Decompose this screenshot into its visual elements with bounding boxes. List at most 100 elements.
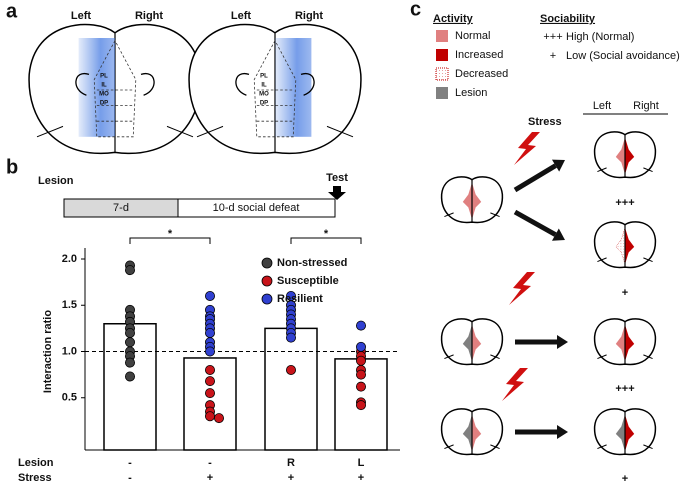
bar [264, 327, 318, 451]
ventricle [235, 72, 315, 96]
region-label: DP [100, 101, 108, 107]
legend-symbol: +++ [543, 31, 562, 43]
phase-box [177, 198, 336, 218]
arrow [513, 163, 557, 193]
lesion-area [275, 38, 312, 137]
legend-swatch [436, 87, 448, 99]
region-label: PL [260, 74, 268, 80]
sig-label: * [168, 228, 173, 240]
point [125, 265, 136, 276]
stress-label: Stress [528, 116, 562, 128]
region [472, 182, 482, 220]
region-label: MO [259, 92, 269, 98]
point [204, 411, 215, 422]
hemisphere-label: Right [295, 10, 323, 22]
point [213, 413, 224, 424]
region-label: PL [100, 74, 108, 80]
hemisphere-label: Right [135, 10, 163, 22]
region [615, 414, 625, 452]
point [285, 332, 296, 343]
region-label: IL [261, 83, 267, 89]
region [625, 227, 635, 265]
point [204, 376, 215, 387]
ventricle [444, 444, 500, 450]
ventricle [597, 167, 653, 173]
region [462, 182, 472, 220]
sig-bracket [129, 237, 211, 244]
point [125, 327, 136, 338]
brain [593, 318, 657, 366]
panel-label: c [410, 0, 421, 20]
point [355, 355, 366, 366]
point [204, 388, 215, 399]
region [615, 137, 625, 175]
point [125, 337, 136, 348]
ventricle [444, 354, 500, 360]
phase-label: 7-d [113, 202, 129, 214]
point [125, 371, 136, 382]
point [285, 364, 296, 375]
region [625, 324, 635, 362]
legend-title: Sociability [540, 13, 596, 25]
sig-label: * [324, 228, 329, 240]
region-label: MO [99, 92, 109, 98]
row-label: Lesion [18, 457, 54, 469]
brain [593, 408, 657, 456]
region [462, 414, 472, 452]
point [355, 381, 366, 392]
arrowhead [551, 159, 565, 172]
brain [440, 176, 504, 224]
outcome: + [622, 473, 628, 485]
arrowhead [551, 228, 565, 241]
ventricle [444, 212, 500, 218]
legend-swatch [436, 49, 448, 61]
legend-swatch [435, 67, 449, 81]
panel-label: a [6, 0, 18, 22]
row-value: + [288, 472, 294, 484]
region [625, 414, 635, 452]
ventricle [597, 354, 653, 360]
point [125, 357, 136, 368]
brain [593, 131, 657, 179]
region [615, 324, 625, 362]
region-label: IL [101, 83, 107, 89]
legend-swatch [261, 293, 273, 305]
point [204, 327, 215, 338]
region [462, 324, 472, 362]
ventricle [36, 125, 194, 138]
ventricle [75, 72, 155, 96]
test-arrow [328, 186, 346, 200]
y-axis-label: Interaction ratio [42, 310, 54, 393]
lightning [502, 368, 528, 401]
y-tick-label: 0.5 [62, 392, 77, 404]
lightning [509, 272, 535, 305]
region [625, 137, 635, 175]
point [355, 400, 366, 411]
point [355, 320, 366, 331]
region [472, 414, 482, 452]
y-tick-label: 1.5 [62, 299, 77, 311]
row-label: Stress [18, 472, 52, 484]
row-value: + [358, 472, 364, 484]
arrow [513, 209, 557, 237]
legend-label: Susceptible [277, 275, 339, 287]
legend-label: Normal [455, 30, 490, 42]
outcome: +++ [615, 197, 634, 209]
region [472, 324, 482, 362]
row-value: R [287, 457, 295, 469]
side-label: Right [633, 100, 659, 112]
y-tick-label: 1.0 [62, 345, 77, 357]
legend-symbol: + [550, 50, 556, 62]
legend-label: Non-stressed [277, 257, 347, 269]
arrowhead [557, 425, 568, 439]
row-value: - [208, 457, 212, 469]
point [355, 341, 366, 352]
lesion-area [78, 38, 115, 137]
y-tick-label: 2.0 [62, 253, 77, 265]
timeline-end: Test [326, 172, 348, 184]
region-label: DP [260, 101, 268, 107]
sig-bracket [290, 237, 362, 244]
brain [28, 23, 202, 155]
legend-label: High (Normal) [566, 31, 634, 43]
lightning [514, 132, 540, 165]
